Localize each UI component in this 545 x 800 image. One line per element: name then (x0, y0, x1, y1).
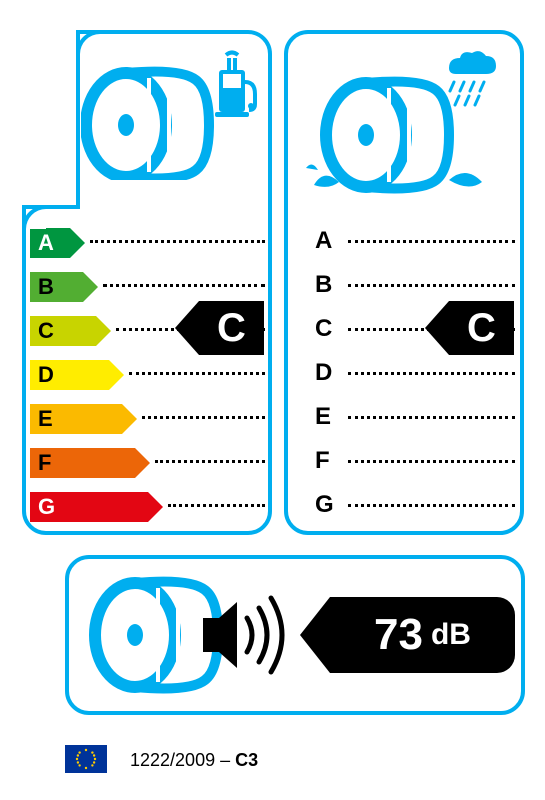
eu-flag-icon (65, 745, 107, 773)
grade-dotted-line (348, 284, 515, 287)
footer-class: C3 (235, 750, 258, 770)
grade-dotted-line (155, 460, 265, 463)
fuel-grade-row: E (30, 401, 137, 437)
fuel-grade-row: G (30, 489, 163, 525)
grade-dotted-line (348, 504, 515, 507)
fuel-rating-letter: C (217, 306, 246, 351)
wet-grade-letter: G (315, 491, 334, 519)
wet-grade-letter: A (315, 227, 332, 255)
fuel-grade-row: C (30, 313, 111, 349)
fuel-tire-icon (81, 50, 261, 180)
noise-tire-icon (85, 570, 295, 700)
fuel-grade-row: D (30, 357, 124, 393)
grade-dotted-line (103, 284, 265, 287)
wet-rating-letter: C (467, 306, 496, 351)
footer-regulation-text: 1222/2009 – (130, 750, 235, 770)
wet-grade-letter: F (315, 447, 330, 475)
grade-dotted-line (348, 372, 515, 375)
fuel-grade-row: A (30, 225, 85, 261)
wet-grade-letter: B (315, 271, 332, 299)
grade-dotted-line (142, 416, 265, 419)
wet-rating-pointer: C (425, 301, 514, 355)
grade-dotted-line (348, 240, 515, 243)
noise-value: 73 (374, 610, 423, 660)
grade-dotted-line (129, 372, 265, 375)
fuel-grade-row: F (30, 445, 150, 481)
grade-dotted-line (348, 460, 515, 463)
fuel-panel-notch (16, 24, 76, 205)
fuel-grade-row: B (30, 269, 98, 305)
noise-unit: dB (431, 618, 471, 652)
wet-grade-letter: D (315, 359, 332, 387)
grade-dotted-line (168, 504, 265, 507)
wet-grade-letter: C (315, 315, 332, 343)
footer-regulation: 1222/2009 – C3 (130, 750, 258, 771)
fuel-panel-notch-border (22, 205, 80, 209)
grade-dotted-line (90, 240, 265, 243)
wet-grade-letter: E (315, 403, 331, 431)
noise-rating-pointer: 73 dB (300, 597, 515, 673)
wet-tire-icon (304, 50, 504, 200)
grade-dotted-line (348, 416, 515, 419)
fuel-rating-pointer: C (175, 301, 264, 355)
fuel-panel-notch-border (76, 30, 80, 209)
